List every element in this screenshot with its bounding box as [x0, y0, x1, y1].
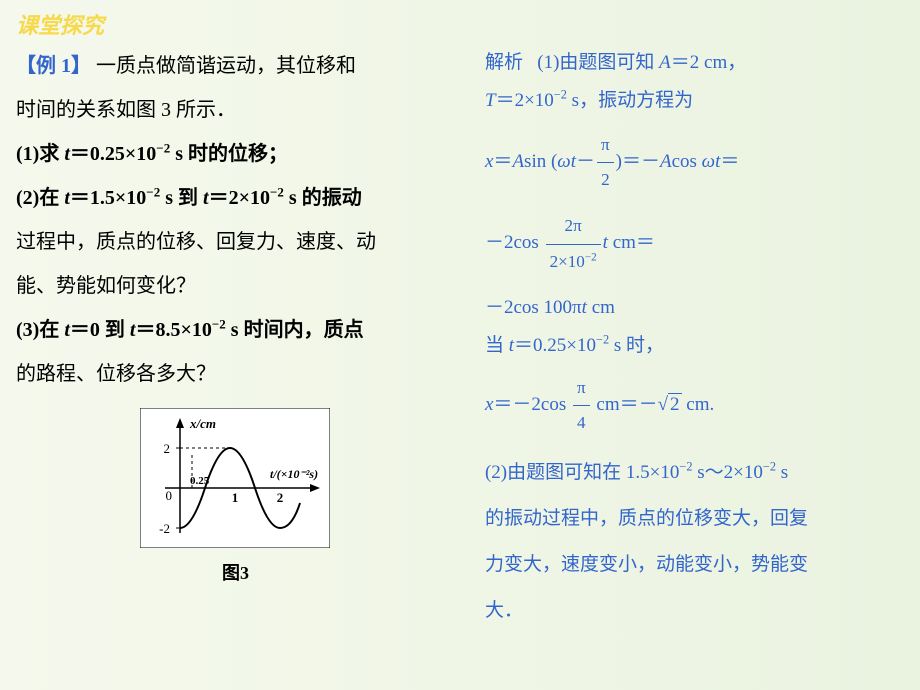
svg-text:-2: -2	[160, 521, 171, 536]
sol-line10: 力变大，速度变小，动能变小，势能变	[485, 546, 904, 584]
content-columns: 【例 1】 一质点做简谐运动，其位移和 时间的关系如图 3 所示． (1)求 t…	[16, 44, 904, 630]
q1: (1)求 t＝0.25×10−2 s 时的位移；	[16, 143, 288, 165]
header-text: 课堂探究	[16, 13, 104, 38]
problem-column: 【例 1】 一质点做简谐运动，其位移和 时间的关系如图 3 所示． (1)求 t…	[16, 44, 455, 630]
sol-line11: 大．	[485, 592, 904, 630]
section-header: 课堂探究	[16, 8, 904, 40]
sol-line9: 的振动过程中，质点的位移变大，回复	[485, 500, 904, 538]
figure-3: 2 -2 0 1 2 x/cm t/(×10⁻²s) 0.25 图3	[16, 408, 455, 585]
sol-line2: T＝2×10−2 s，振动方程为	[485, 82, 904, 120]
intro-b: 时间的关系如图 3 所示．	[16, 99, 236, 121]
problem-text: 【例 1】 一质点做简谐运动，其位移和 时间的关系如图 3 所示． (1)求 t…	[16, 44, 455, 396]
sol-line6: 当 t＝0.25×10−2 s 时，	[485, 327, 904, 365]
svg-text:0: 0	[166, 488, 173, 503]
sol-line5: －2cos 100πt cm	[485, 289, 904, 327]
q3-line2: 的路程、位移各多大？	[16, 363, 216, 385]
q3-line1: (3)在 t＝0 到 t＝8.5×10−2 s 时间内，质点	[16, 319, 364, 341]
svg-text:2: 2	[164, 441, 171, 456]
sol-line4: －2cos 2π2×10−2t cm＝	[485, 209, 904, 278]
svg-text:x/cm: x/cm	[189, 416, 216, 431]
svg-text:t/(×10⁻²s): t/(×10⁻²s)	[270, 467, 318, 481]
q2-line1: (2)在 t＝1.5×10−2 s 到 t＝2×10−2 s 的振动	[16, 187, 362, 209]
svg-text:1: 1	[232, 490, 239, 505]
solution-label: 解析	[485, 52, 523, 73]
solution-column: 解析 (1)由题图可知 A＝2 cm， T＝2×10−2 s，振动方程为 x＝A…	[485, 44, 904, 630]
intro-a: 一质点做简谐运动，其位移和	[96, 55, 356, 77]
sol-line1: 解析 (1)由题图可知 A＝2 cm，	[485, 44, 904, 82]
example-label: 【例 1】	[16, 55, 91, 77]
sol-line7: x＝－2cos π4 cm＝－2 cm.	[485, 371, 904, 440]
sol-line3: x＝Asin (ωt－π2)＝－Acos ωt＝	[485, 128, 904, 197]
figure-caption: 图3	[16, 559, 455, 585]
q2-line3: 能、势能如何变化？	[16, 275, 196, 297]
sol-line8: (2)由题图可知在 1.5×10−2 s～2×10−2 s	[485, 454, 904, 492]
svg-text:0.25: 0.25	[190, 475, 210, 487]
svg-text:2: 2	[277, 490, 284, 505]
q2-line2: 过程中，质点的位移、回复力、速度、动	[16, 231, 376, 253]
graph-svg: 2 -2 0 1 2 x/cm t/(×10⁻²s) 0.25	[140, 408, 330, 548]
